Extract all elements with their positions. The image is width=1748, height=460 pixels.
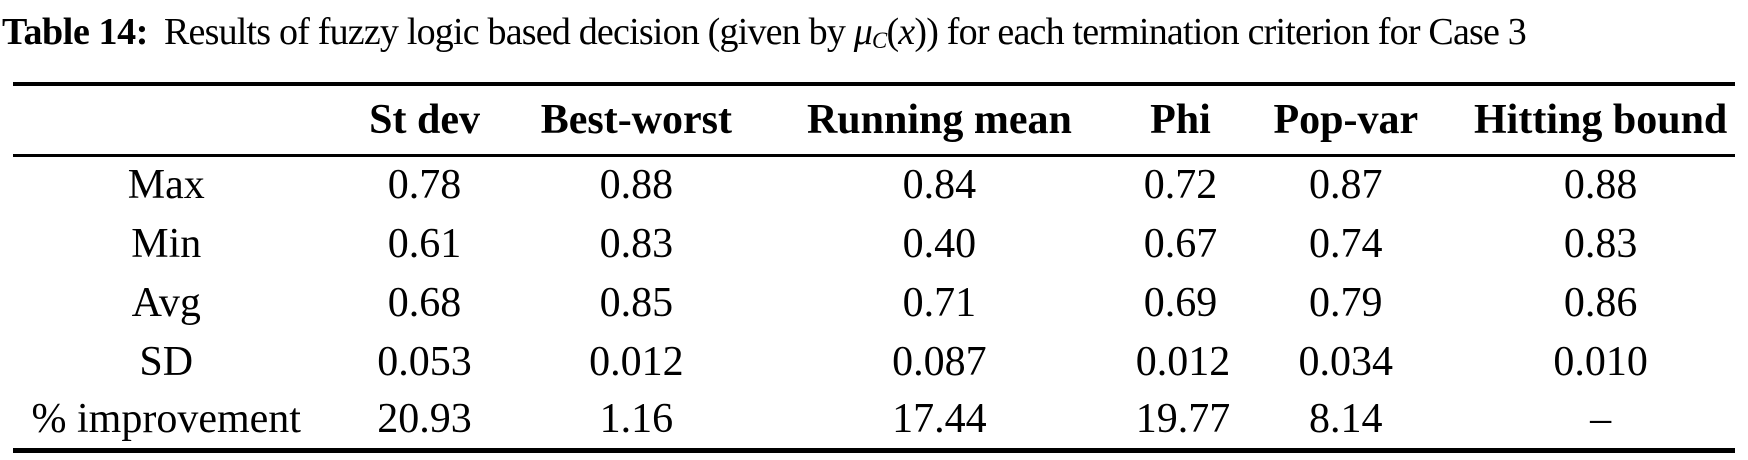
table-cell: –: [1590, 396, 1612, 443]
table-cell: 0.84: [902, 162, 977, 209]
caption-text-before-math: Results of fuzzy logic based decision (g…: [163, 11, 854, 53]
math-open-paren: (: [886, 11, 899, 53]
results-table: St dev Best-worst Running mean Phi Pop-v…: [13, 82, 1735, 453]
caption-text-after-math: for each termination criterion for Case …: [938, 11, 1527, 53]
table-row-max: Max 0.78 0.88 0.84 0.72 0.87 0.88: [13, 155, 1735, 214]
table-cell: 0.85: [599, 279, 674, 326]
column-header-empty: [13, 84, 320, 157]
table-cell: 0.61: [387, 220, 462, 267]
math-subscript-c: C: [872, 28, 887, 54]
column-header-pop-var: Pop-var: [1225, 84, 1467, 157]
table-cell: 17.44: [892, 396, 987, 443]
math-close-paren: )): [914, 11, 939, 53]
table-cell: 0.83: [599, 220, 674, 267]
table-cell: 0.68: [387, 279, 462, 326]
math-variable-x: x: [898, 11, 915, 53]
table-cell: 0.40: [902, 220, 977, 267]
table-row-avg: Avg 0.68 0.85 0.71 0.69 0.79 0.86: [13, 273, 1735, 332]
row-label: Max: [127, 162, 205, 209]
table-cell: 0.67: [1143, 220, 1218, 267]
table-cell: 0.83: [1563, 220, 1638, 267]
header-row: St dev Best-worst Running mean Phi Pop-v…: [13, 84, 1735, 157]
table-caption-number: Table 14:: [2, 11, 148, 53]
column-header-running-mean: Running mean: [743, 84, 1136, 157]
table-cell: 0.72: [1143, 162, 1218, 209]
table-cell: 0.087: [892, 338, 987, 385]
table-cell: 0.78: [387, 162, 462, 209]
table-cell: 0.71: [902, 279, 977, 326]
table-row-min: Min 0.61 0.83 0.40 0.67 0.74 0.83: [13, 214, 1735, 273]
table-cell: 19.77: [1135, 396, 1231, 443]
table-caption: Table 14: Results of fuzzy logic based de…: [0, 0, 1748, 64]
column-header-best-worst: Best-worst: [529, 84, 744, 157]
table-cell: 0.69: [1143, 279, 1218, 326]
table-row-sd: SD 0.053 0.012 0.087 0.012 0.034 0.010: [13, 332, 1735, 391]
table-cell: 20.93: [377, 396, 472, 443]
table-cell: 1.16: [599, 396, 674, 443]
row-label: % improvement: [31, 396, 301, 443]
results-table-wrapper: St dev Best-worst Running mean Phi Pop-v…: [13, 82, 1735, 453]
table-cell: 0.053: [377, 338, 472, 385]
table-cell: 0.88: [1563, 162, 1638, 209]
table-cell: 0.74: [1309, 220, 1383, 267]
row-label: Min: [131, 220, 202, 267]
table-cell: 0.88: [599, 162, 674, 209]
column-header-hitting-bound: Hitting bound: [1466, 84, 1735, 157]
row-label: Avg: [131, 279, 201, 326]
table-cell: 0.79: [1309, 279, 1383, 326]
table-cell: 0.010: [1553, 338, 1648, 385]
column-header-st-dev: St dev: [319, 84, 530, 157]
table-row-improvement: % improvement 20.93 1.16 17.44 19.77 8.1…: [13, 391, 1735, 450]
table-cell: 8.14: [1309, 396, 1383, 443]
column-header-phi: Phi: [1135, 84, 1226, 157]
table-cell: 0.012: [1135, 338, 1231, 385]
table-cell: 0.87: [1309, 162, 1383, 209]
table-cell: 0.86: [1563, 279, 1638, 326]
row-label: SD: [139, 338, 194, 385]
math-mu-symbol: μ: [853, 11, 873, 53]
table-cell: 0.012: [589, 338, 684, 385]
table-cell: 0.034: [1298, 338, 1394, 385]
